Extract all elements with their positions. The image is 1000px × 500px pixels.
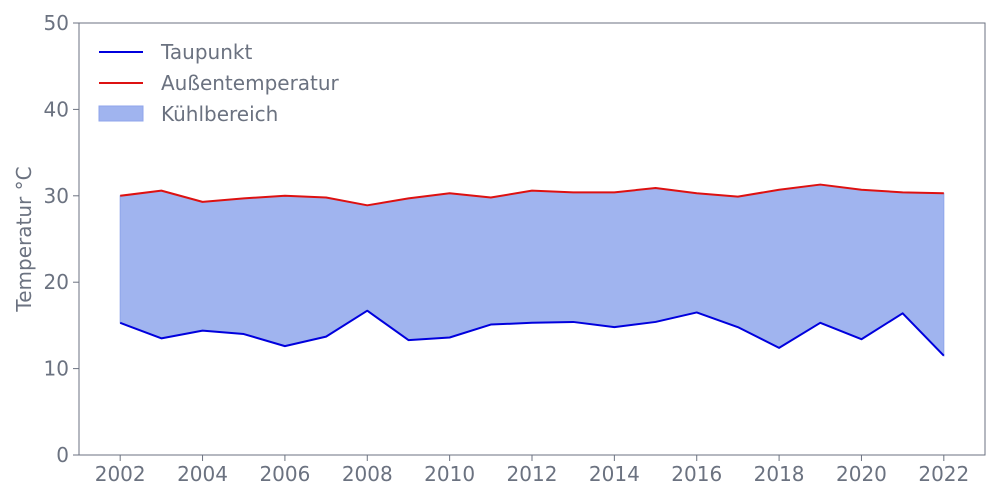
fill-layer [119,184,945,357]
y-tick-label: 50 [44,11,69,35]
line-layer [119,183,945,357]
y-tick-label: 20 [44,270,69,294]
x-tick-label: 2012 [507,462,558,486]
outside-temperature-line [120,183,944,207]
x-tick-label: 2002 [95,462,146,486]
legend-label-kuehlbereich: Kühlbereich [161,102,278,126]
x-tick-label: 2020 [836,462,887,486]
x-tick-label: 2016 [671,462,722,486]
legend-label-aussentemperatur: Außentemperatur [161,71,340,95]
ticks-layer: 2002 2004 2006 2008 2010 2012 2014 2016 2018 2020… [44,11,970,486]
y-tick-label: 0 [56,443,69,467]
legend-swatch-kuehlbereich [98,105,144,122]
x-tick-label: 2004 [177,462,228,486]
x-tick-label: 2022 [918,462,969,486]
x-tick-label: 2014 [589,462,640,486]
dew-point-line [119,309,945,357]
legend: Taupunkt Außentemperatur Kühlbereich [88,32,370,134]
x-tick-label: 2006 [259,462,310,486]
cooling-range-area [119,184,945,357]
y-tick-label: 30 [44,184,69,208]
y-axis-title: Temperatur °C [12,166,36,312]
y-tick-label: 40 [44,97,69,121]
x-tick-label: 2008 [342,462,393,486]
x-tick-label: 2010 [424,462,475,486]
legend-label-taupunkt: Taupunkt [160,40,252,64]
x-tick-label: 2018 [754,462,805,486]
y-tick-label: 10 [44,357,69,381]
